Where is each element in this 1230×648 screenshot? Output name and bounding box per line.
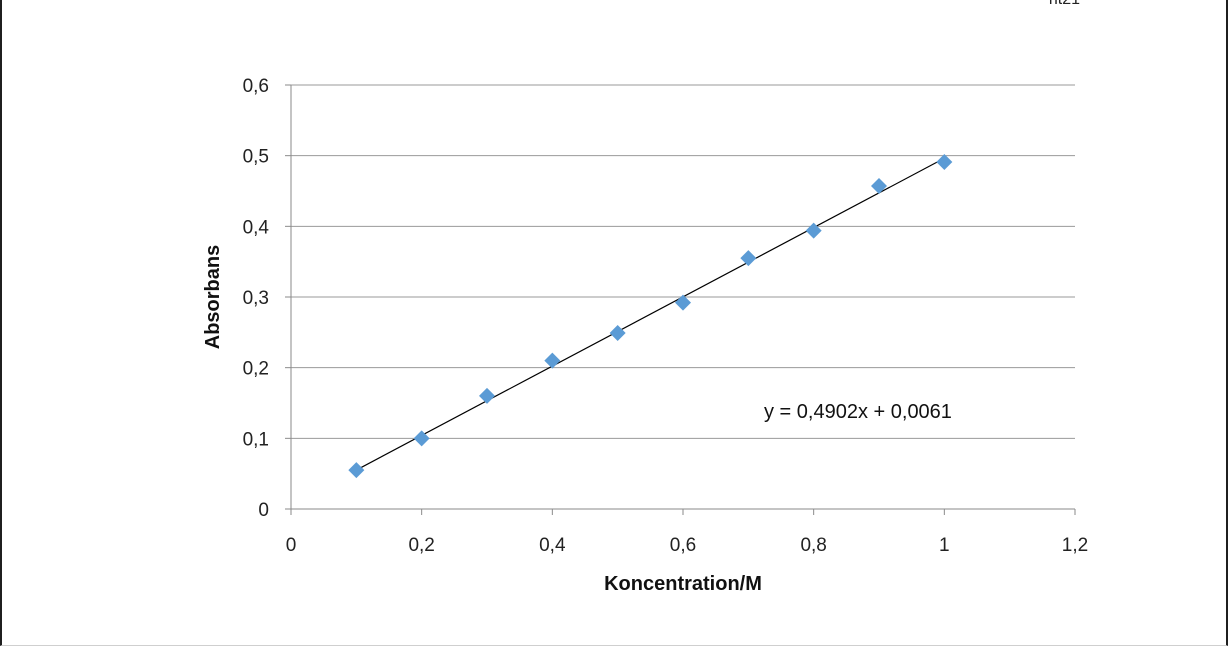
x-tick-label: 0,8 — [800, 535, 826, 556]
x-tick-label: 0,4 — [539, 535, 566, 556]
x-tick-label: 0,6 — [670, 535, 696, 556]
x-tick-label: 1 — [939, 535, 950, 556]
data-point — [348, 462, 365, 479]
axis-layer — [285, 84, 1076, 515]
y-tick-label: 0,2 — [243, 359, 269, 380]
corner-label: nt21 — [1049, 0, 1080, 9]
data-point — [479, 387, 495, 404]
data-point — [871, 178, 887, 195]
trendline-equation: y = 0,4902x + 0,0061 — [764, 401, 952, 423]
y-tick-label: 0,3 — [243, 288, 269, 309]
data-point — [413, 430, 430, 447]
y-tick-label: 0,5 — [243, 147, 269, 168]
marker-layer — [348, 154, 953, 479]
y-axis-title: Absorbans — [202, 245, 224, 349]
x-tick-label: 0 — [286, 535, 297, 556]
trendline-layer — [356, 157, 945, 471]
x-axis-title: Koncentration/M — [604, 573, 762, 595]
data-point — [544, 352, 561, 369]
y-tick-label: 0,1 — [243, 429, 269, 450]
tick-label-layer: 0 0,1 0,2 0,3 0,4 0,5 0,6 0 0,2 0,4 0,6 0,8 1 1,2 — [243, 76, 1089, 556]
grid-layer — [291, 84, 1075, 439]
y-tick-label: 0 — [258, 500, 269, 521]
data-point — [740, 250, 757, 267]
trendline — [356, 157, 945, 471]
data-point — [805, 222, 822, 239]
data-point — [936, 154, 953, 171]
data-point — [675, 294, 691, 311]
data-point — [609, 325, 626, 342]
y-tick-label: 0,4 — [243, 217, 270, 238]
y-tick-label: 0,6 — [243, 76, 269, 97]
x-tick-label: 1,2 — [1062, 535, 1088, 556]
x-tick-label: 0,2 — [408, 535, 434, 556]
